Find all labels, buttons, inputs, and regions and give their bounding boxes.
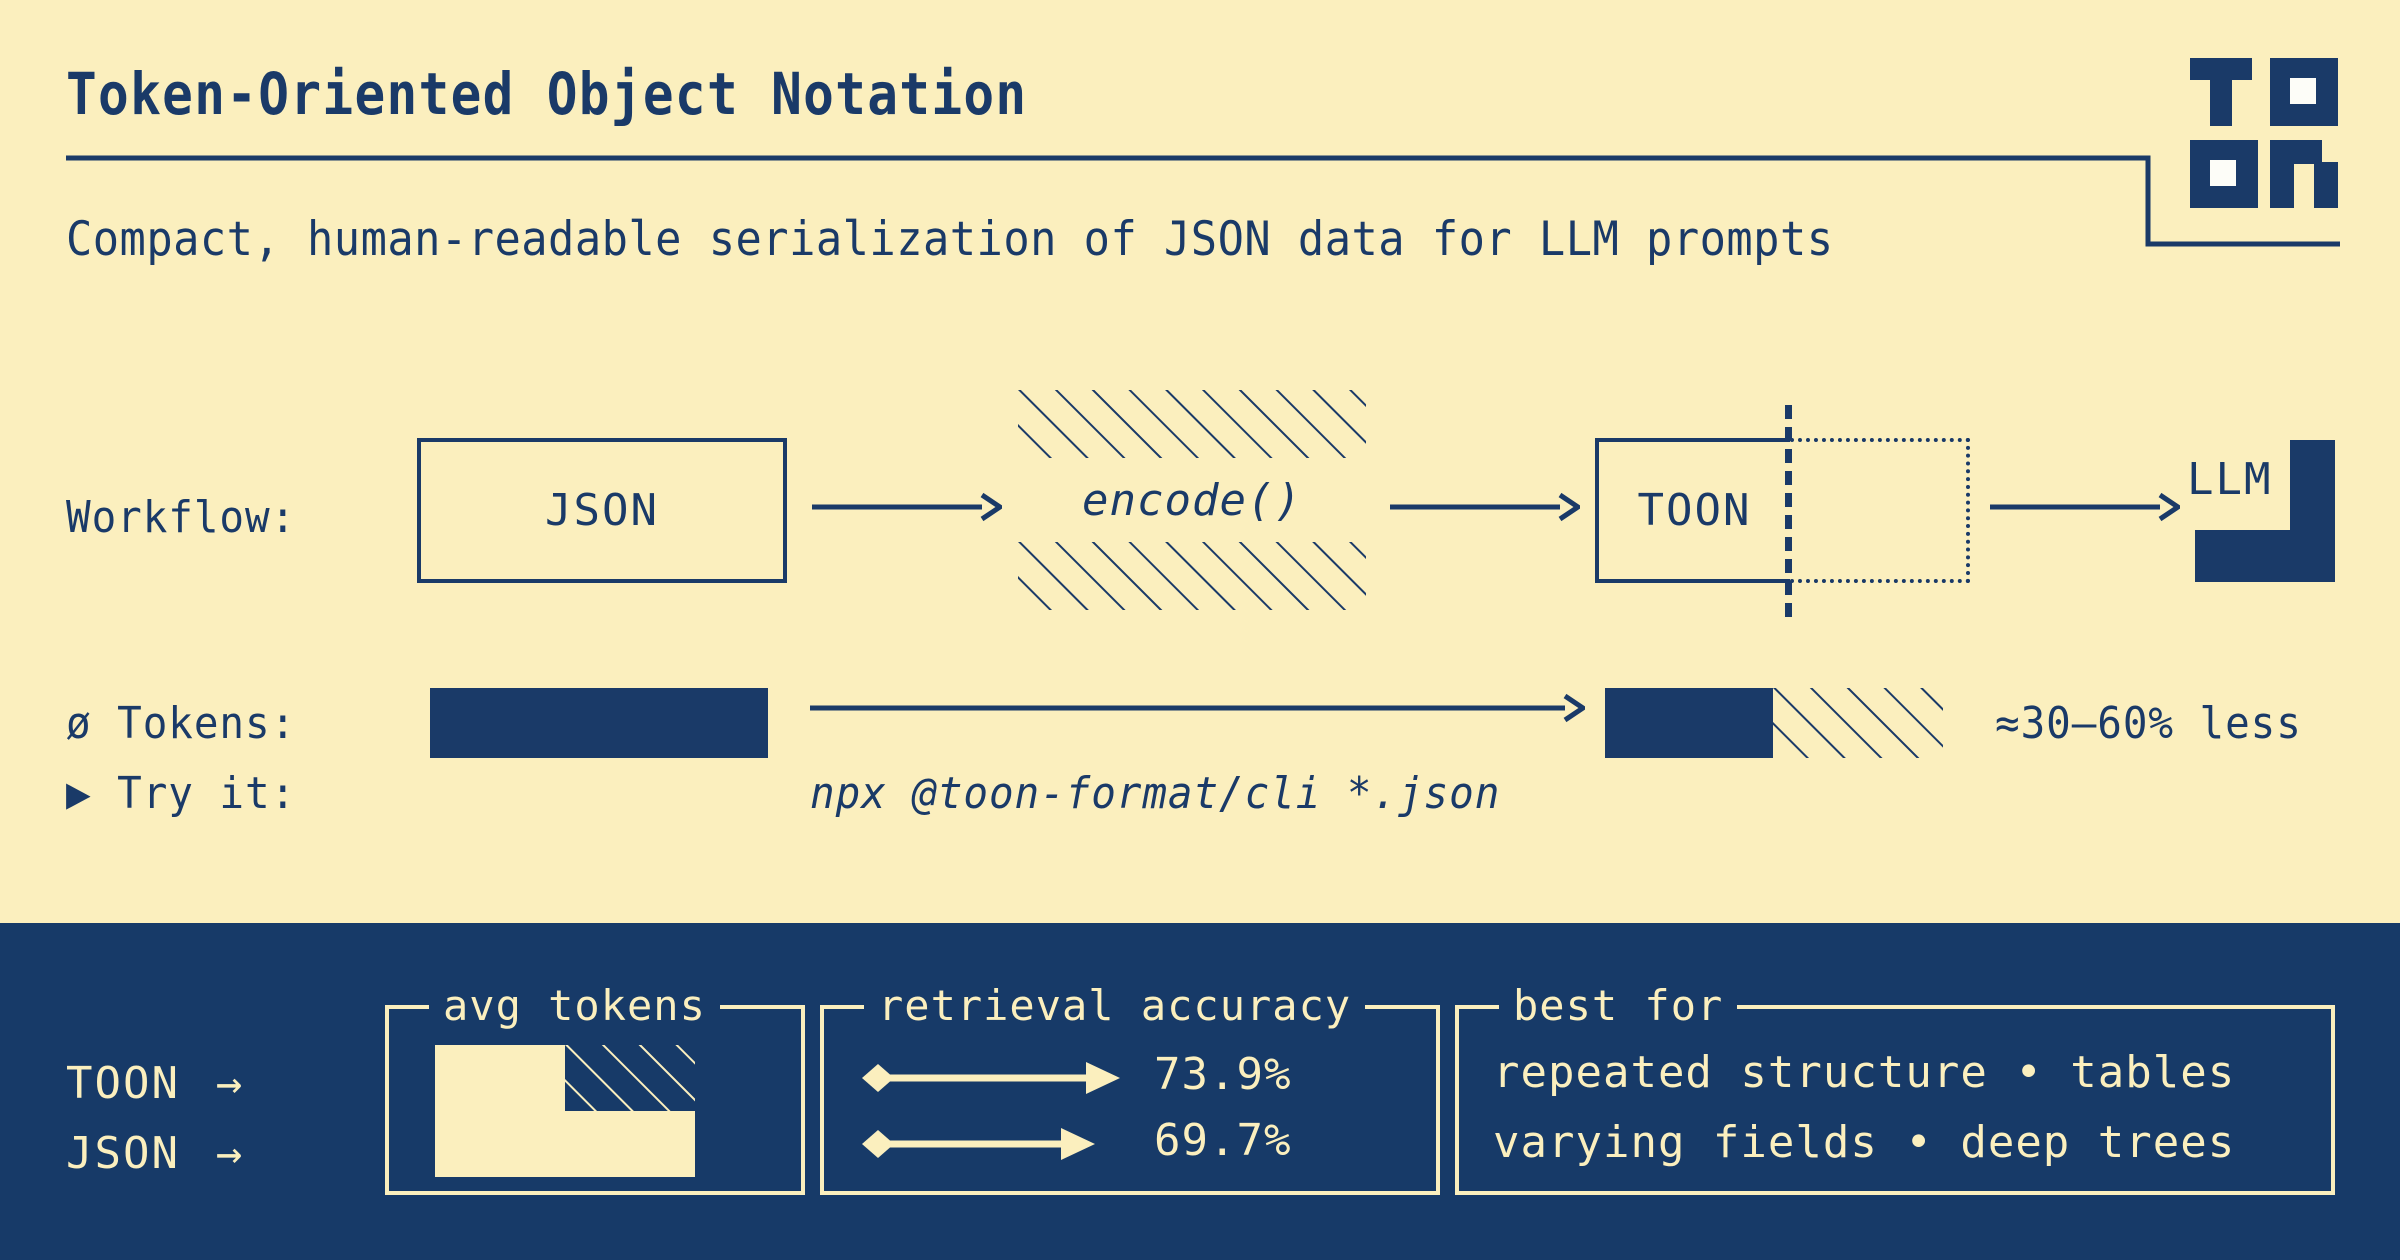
tokens-bar-toon-hatch	[1773, 688, 1943, 758]
install-command[interactable]: npx @toon-format/cli *.json	[810, 768, 1501, 819]
footer-row-json-label: JSON	[66, 1128, 180, 1179]
footer-row-toon-arrow-icon: →	[215, 1058, 245, 1109]
toon-node-dotted-half	[1790, 438, 1970, 583]
panel-avg-tokens: avg tokens	[385, 981, 805, 1195]
avg-tokens-bar-toon	[435, 1045, 695, 1111]
workflow-label: Workflow:	[66, 492, 297, 543]
try-it-text: Try it:	[117, 768, 297, 819]
tokens-bar-json	[430, 688, 768, 758]
workflow-arrow-3-icon	[1990, 492, 2180, 522]
retrieval-row-toon	[858, 1045, 1128, 1111]
workflow-arrow-1-icon	[812, 492, 1002, 522]
footer-row-json-arrow-icon: →	[215, 1128, 245, 1179]
page-title: Token-Oriented Object Notation	[66, 60, 1028, 128]
panel-avg-tokens-label: avg tokens	[429, 981, 720, 1030]
logo-letter-o-top-hole	[2290, 78, 2316, 104]
llm-block-horizontal	[2195, 530, 2335, 582]
encode-label: encode()	[1082, 474, 1302, 526]
toon-node-label: TOON	[1595, 438, 1790, 583]
logo-letter-n-right	[2314, 162, 2338, 208]
encode-hatch-top	[1018, 390, 1366, 458]
tokens-savings-label: ≈30–60% less	[1995, 698, 2302, 749]
avg-tokens-bar-json	[435, 1111, 695, 1177]
try-it-bullet-icon: ▶	[66, 768, 92, 819]
retrieval-value-toon: 73.9%	[1154, 1049, 1292, 1100]
try-it-label: ▶ Try it:	[66, 768, 296, 819]
retrieval-arrow-json-icon	[862, 1128, 1095, 1160]
best-for-line-2: varying fields • deep trees	[1493, 1117, 2236, 1168]
tokens-label: ø Tokens:	[66, 698, 297, 749]
retrieval-arrow-toon-icon	[862, 1062, 1120, 1094]
workflow-node-toon[interactable]: TOON	[1595, 405, 1970, 617]
logo-letter-t-stem	[2210, 80, 2232, 126]
panel-best-for: best for repeated structure • tables var…	[1455, 981, 2335, 1195]
retrieval-row-json	[858, 1111, 1128, 1177]
workflow-arrow-2-icon	[1390, 492, 1580, 522]
tokens-bar-toon-solid	[1605, 688, 1773, 758]
llm-label: LLM	[2187, 454, 2273, 505]
toon-logo	[2190, 58, 2340, 208]
workflow-node-json[interactable]: JSON	[417, 438, 787, 583]
toon-node-divider	[1785, 405, 1792, 617]
best-for-line-1: repeated structure • tables	[1493, 1047, 2236, 1098]
logo-letter-n-top	[2270, 140, 2322, 164]
avg-tokens-bar-toon-solid	[435, 1045, 565, 1111]
logo-letter-t-bar	[2190, 58, 2252, 80]
panel-retrieval-accuracy: retrieval accuracy 73.9% 69.7%	[820, 981, 1440, 1195]
workflow-node-llm[interactable]: LLM	[2187, 440, 2335, 582]
encode-hatch-bottom	[1018, 542, 1366, 610]
header-rule	[66, 155, 2340, 247]
page-subtitle: Compact, human-readable serialization of…	[66, 212, 1834, 267]
panel-retrieval-accuracy-label: retrieval accuracy	[864, 981, 1366, 1030]
retrieval-value-json: 69.7%	[1154, 1115, 1292, 1166]
avg-tokens-bar-toon-hatch	[565, 1045, 695, 1111]
workflow-node-encode[interactable]: encode()	[1018, 390, 1366, 610]
tokens-bar-toon	[1605, 688, 1943, 758]
logo-letter-o-bottom-hole	[2210, 160, 2236, 186]
panel-best-for-label: best for	[1499, 981, 1738, 1030]
footer-row-toon: TOON →	[66, 1058, 280, 1109]
footer-row-toon-label: TOON	[66, 1058, 180, 1109]
footer-row-json: JSON →	[66, 1128, 280, 1179]
footer-panel	[0, 923, 2400, 1260]
tokens-reduction-arrow-icon	[810, 693, 1585, 723]
